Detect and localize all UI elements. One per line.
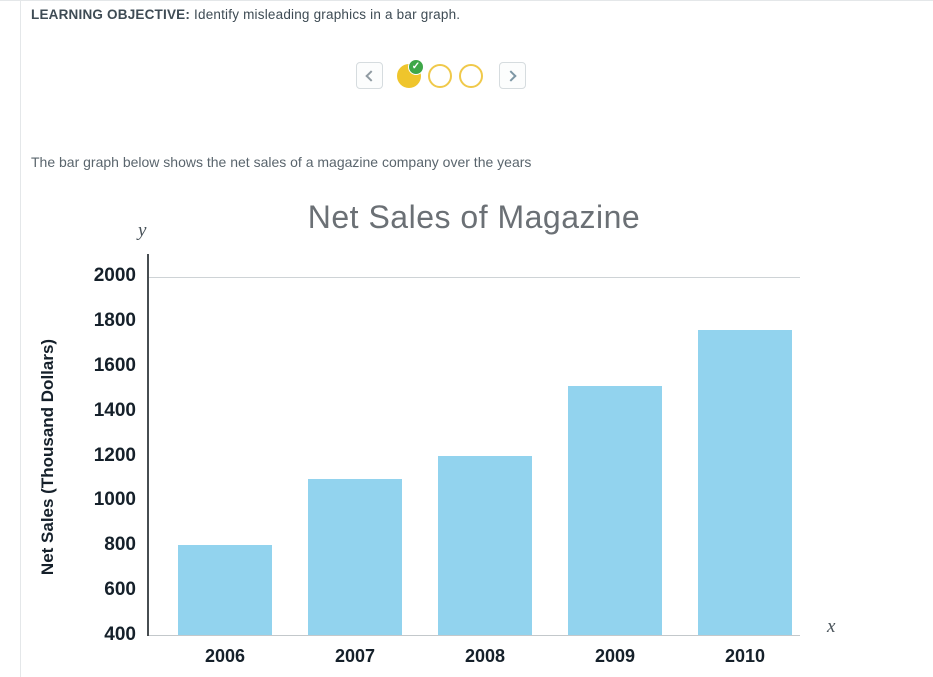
chart-title: Net Sales of Magazine bbox=[307, 199, 641, 235]
bar-2008 bbox=[438, 455, 532, 635]
y-tick-label: 1200 bbox=[93, 444, 136, 466]
objective-label: LEARNING OBJECTIVE: bbox=[31, 7, 191, 22]
bar-chart: Net Sales of Magazine y x Net Sales (Tho… bbox=[0, 196, 933, 677]
next-question-button[interactable] bbox=[499, 62, 526, 89]
question-dot-2[interactable] bbox=[428, 63, 452, 88]
learning-objective: LEARNING OBJECTIVE: Identify misleading … bbox=[31, 7, 460, 22]
check-icon: ✓ bbox=[408, 58, 424, 75]
y-tick-label: 600 bbox=[104, 579, 136, 601]
y-tick-label: 1000 bbox=[93, 489, 136, 511]
objective-text: Identify misleading graphics in a bar gr… bbox=[190, 7, 461, 22]
y-tick-label: 2000 bbox=[93, 265, 136, 286]
x-tick-label: 2007 bbox=[334, 646, 376, 666]
x-axis-line bbox=[148, 635, 800, 636]
chart-description: The bar graph below shows the net sales … bbox=[31, 154, 532, 170]
bar-2009 bbox=[568, 385, 662, 635]
y-tick-label: 1400 bbox=[93, 399, 136, 421]
chevron-left-icon bbox=[365, 69, 377, 82]
gridline-2000 bbox=[148, 277, 800, 278]
y-axis-line bbox=[147, 254, 149, 636]
left-divider bbox=[20, 1, 21, 677]
question-dot-3[interactable] bbox=[459, 63, 483, 88]
question-dot-1[interactable]: ✓ bbox=[397, 58, 424, 88]
x-tick-label: 2010 bbox=[724, 646, 766, 666]
y-tick-label: 800 bbox=[104, 534, 136, 556]
y-tick-label: 1600 bbox=[93, 354, 136, 376]
plot-area: 400 600 800 1000 1200 1400 1600 1800 2000 2006 200… bbox=[94, 254, 800, 666]
x-tick-label: 2009 bbox=[594, 646, 636, 666]
x-tick-label: 2006 bbox=[204, 646, 246, 666]
prev-question-button[interactable] bbox=[356, 62, 383, 89]
bar-2010 bbox=[698, 329, 792, 635]
y-tick-label: 400 bbox=[104, 624, 136, 645]
question-pager: ✓ bbox=[356, 58, 526, 89]
bar-2006 bbox=[178, 545, 272, 635]
y-axis-symbol: y bbox=[138, 220, 147, 241]
x-tick-label: 2008 bbox=[464, 646, 506, 666]
progress-dots: ✓ bbox=[397, 58, 483, 88]
y-tick-label: 1800 bbox=[93, 309, 136, 331]
x-axis-symbol: x bbox=[827, 616, 836, 637]
chevron-right-icon bbox=[505, 69, 517, 82]
bar-2007 bbox=[308, 479, 402, 635]
